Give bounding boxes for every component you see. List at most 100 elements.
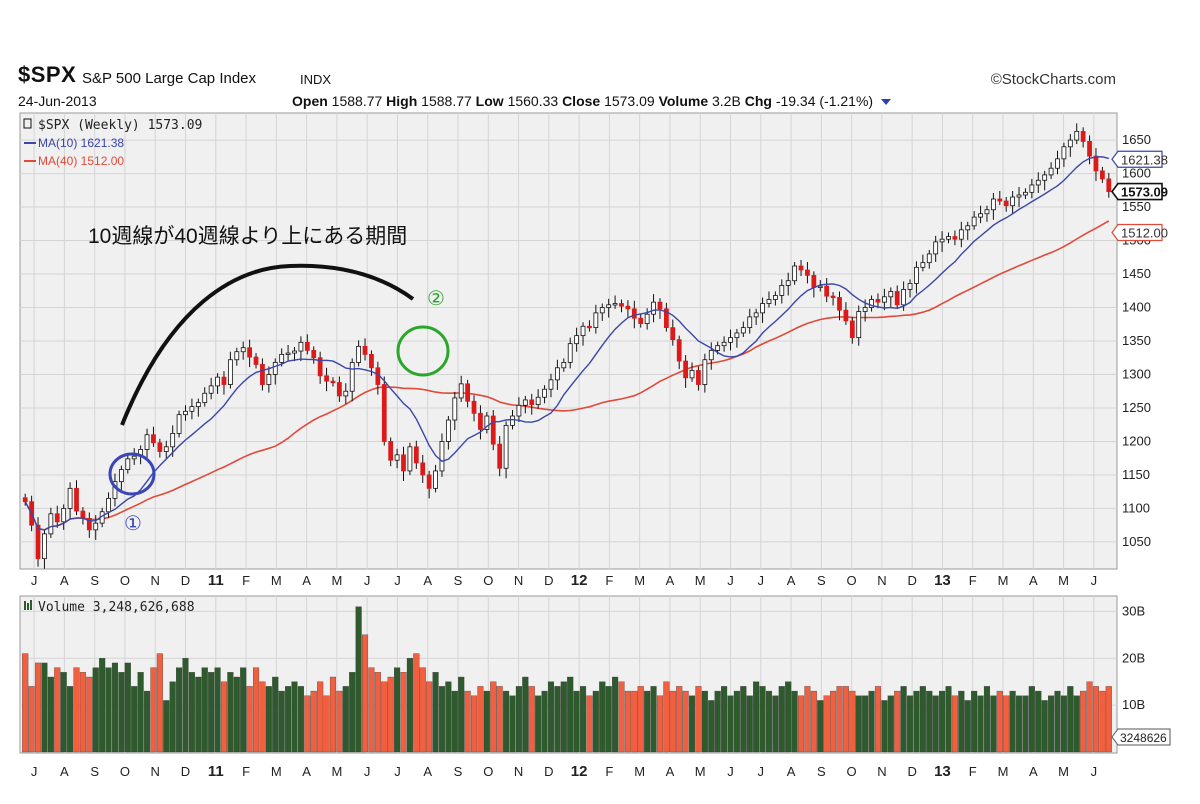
volume-last-tag bbox=[1111, 728, 1171, 746]
candle-body bbox=[253, 356, 259, 365]
volume-y-axis: 10B 20B 30B 3248626 bbox=[1111, 603, 1171, 746]
candle-body bbox=[1035, 179, 1041, 186]
candle-body bbox=[657, 301, 663, 310]
volume-bar bbox=[894, 690, 901, 753]
index-name: S&P 500 Large Cap Index bbox=[82, 70, 257, 87]
volume-bar bbox=[990, 695, 997, 753]
candle-body bbox=[689, 370, 695, 379]
volume-bar bbox=[394, 667, 401, 753]
legend-volume: Volume 3,248,626,688 bbox=[38, 600, 195, 615]
candle-body bbox=[433, 470, 438, 489]
volume-bar bbox=[323, 695, 330, 753]
volume-legend-icon bbox=[24, 601, 26, 610]
volume-month-label: 11 bbox=[208, 763, 224, 780]
volume-bar bbox=[573, 690, 580, 753]
candle-body bbox=[1010, 196, 1016, 207]
volume-bar bbox=[592, 690, 599, 753]
volume-bar bbox=[67, 686, 74, 753]
volume-bar bbox=[535, 695, 542, 753]
price-legend: $SPX (Weekly) 1573.09 MA(10) 1621.38 MA(… bbox=[23, 118, 202, 168]
candle-body bbox=[638, 317, 644, 324]
volume-bar bbox=[951, 695, 958, 753]
last-value-tag bbox=[1111, 182, 1163, 201]
volume-bar bbox=[913, 690, 920, 753]
volume-bar bbox=[746, 695, 753, 753]
volume-bar bbox=[797, 695, 805, 753]
price-month-label: J bbox=[31, 573, 38, 588]
volume-bar bbox=[656, 695, 664, 753]
volume-bar bbox=[163, 700, 170, 753]
chevron-down-icon[interactable] bbox=[880, 99, 891, 106]
volume-bar bbox=[195, 676, 202, 753]
price-month-label: M bbox=[331, 573, 342, 588]
volume-bar bbox=[22, 653, 29, 753]
quote-bar: Open 1588.77 High 1588.77 Low 1560.33 Cl… bbox=[292, 93, 891, 109]
price-month-label: A bbox=[787, 573, 796, 588]
candle-body bbox=[54, 513, 60, 523]
candle-body bbox=[747, 316, 753, 329]
volume-month-label: 13 bbox=[934, 763, 951, 780]
price-month-label: S bbox=[817, 573, 826, 588]
candle-body bbox=[1055, 158, 1060, 169]
candle-body bbox=[811, 274, 817, 288]
volume-month-label: A bbox=[666, 764, 675, 779]
marker-2-label: ② bbox=[427, 288, 445, 310]
volume-bar bbox=[906, 695, 914, 753]
candle-body bbox=[1099, 170, 1105, 180]
candle-body bbox=[227, 359, 233, 385]
volume-bar bbox=[599, 681, 606, 753]
volume-bar bbox=[721, 686, 728, 753]
candle-body bbox=[349, 362, 355, 392]
volume-bar bbox=[426, 681, 433, 753]
volume-bar bbox=[919, 686, 926, 753]
volume-bar bbox=[143, 690, 151, 753]
volume-bar bbox=[887, 695, 894, 753]
price-x-axis: J A S O N D 11 F M A M J J A S O N D 12 F M A M J J A S O N D 13 F M A M J bbox=[31, 572, 1097, 589]
candle-body bbox=[74, 487, 79, 512]
volume-bar bbox=[977, 695, 984, 753]
candle-body bbox=[304, 341, 310, 351]
volume-tick-label: 10B bbox=[1122, 697, 1145, 712]
candle-body bbox=[118, 469, 124, 483]
candle-body bbox=[388, 441, 394, 461]
candle-body bbox=[663, 308, 669, 329]
price-month-label: O bbox=[120, 573, 130, 588]
volume-bar bbox=[1073, 695, 1080, 753]
volume-last-tag-label: 3248626 bbox=[1120, 731, 1167, 745]
volume-bar bbox=[1015, 695, 1023, 753]
volume-bar bbox=[714, 690, 721, 753]
volume-month-label: F bbox=[242, 764, 250, 779]
price-month-label: M bbox=[1058, 573, 1069, 588]
candle-body bbox=[1087, 141, 1092, 157]
volume-bar bbox=[842, 686, 849, 753]
volume-bar bbox=[836, 686, 843, 753]
volume-bar bbox=[419, 667, 426, 753]
volume-month-label: J bbox=[394, 764, 401, 779]
volume-bar bbox=[1048, 695, 1055, 753]
candle-body bbox=[330, 380, 336, 384]
crossover-circle-1 bbox=[108, 452, 156, 496]
volume-bar bbox=[688, 695, 696, 753]
candle-body bbox=[971, 216, 977, 227]
candle-body bbox=[542, 388, 547, 398]
volume-bar bbox=[413, 653, 420, 753]
price-month-label: N bbox=[877, 573, 886, 588]
candle-body bbox=[554, 367, 560, 381]
annotation-text: 10週線が40週線より上にある期間 bbox=[88, 225, 407, 248]
volume-bar bbox=[862, 695, 869, 753]
volume-bar bbox=[445, 681, 452, 753]
volume-bar bbox=[791, 690, 798, 753]
volume-bar bbox=[124, 662, 131, 753]
candle-body bbox=[426, 474, 432, 489]
candle-body bbox=[817, 285, 823, 288]
legend-ma40: MA(40) 1512.00 bbox=[38, 154, 124, 168]
volume-month-label: N bbox=[151, 764, 160, 779]
volume-bar bbox=[541, 690, 548, 753]
volume-month-label: J bbox=[31, 764, 38, 779]
candle-body bbox=[1029, 184, 1035, 193]
volume-bar bbox=[265, 686, 272, 753]
volume-bar bbox=[182, 658, 189, 753]
price-month-label: 11 bbox=[208, 572, 224, 589]
candle-body bbox=[772, 295, 778, 300]
volume-bar bbox=[631, 690, 638, 753]
